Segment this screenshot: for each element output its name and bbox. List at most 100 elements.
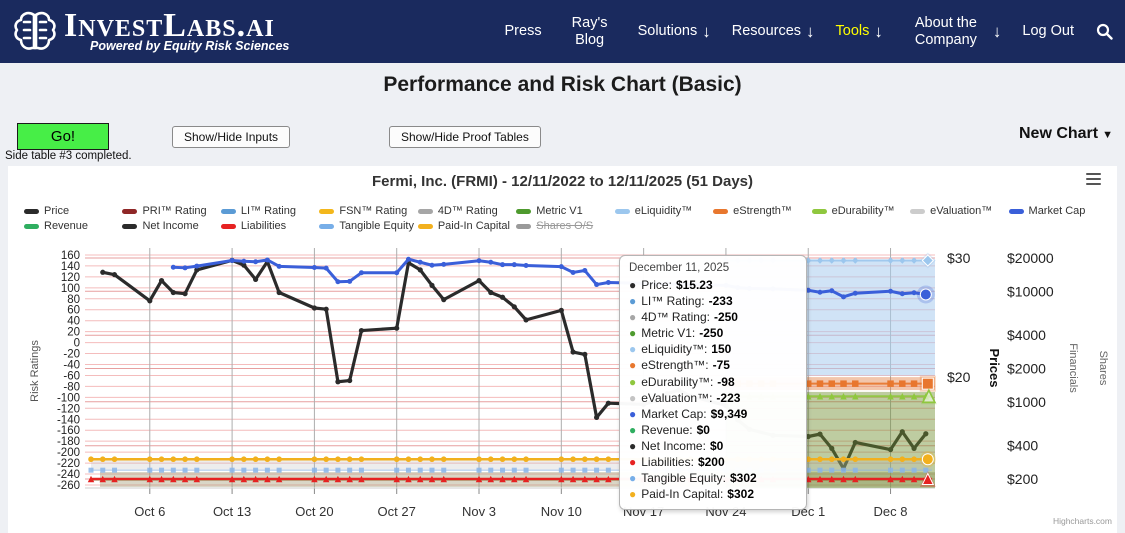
legend-item-liabilities[interactable]: Liabilities [220, 220, 319, 232]
nav-item-log-out[interactable]: Log Out [1022, 23, 1074, 40]
legend-label: Net Income [142, 220, 199, 232]
chart-tooltip: December 11, 2025 ● Price: $15.23 ● LI™ Rati… [619, 255, 807, 511]
legend-item-paid-in-capital[interactable]: Paid-In Capital [417, 220, 516, 232]
legend-marker-icon [910, 208, 926, 214]
series-bullet-icon: ● [629, 438, 637, 453]
legend-item-pri-rating[interactable]: PRI™ Rating [122, 205, 220, 217]
tooltip-row-market-cap: ● Market Cap: $9,349 [629, 406, 797, 422]
series-bullet-icon: ● [629, 326, 637, 341]
svg-text:$20000: $20000 [1007, 250, 1054, 266]
svg-text:-140: -140 [57, 414, 80, 426]
svg-text:$1000: $1000 [1007, 394, 1046, 410]
dropdown-arrow-icon: ↓ [992, 21, 1002, 41]
tooltip-rows: ● Price: $15.23 ● LI™ Rating: -233 ● 4D™ Rating… [629, 277, 797, 502]
tooltip-row-value: -223 [716, 390, 741, 405]
legend-label: PRI™ Rating [142, 205, 207, 217]
legend-label: LI™ Rating [240, 205, 296, 217]
chart-menu-button[interactable] [1086, 173, 1101, 185]
legend-item-tangible-equity[interactable]: Tangible Equity [319, 220, 417, 232]
legend-item-revenue[interactable]: Revenue [24, 220, 122, 232]
tooltip-row-liabilities: ● Liabilities: $200 [629, 454, 797, 470]
svg-text:-180: -180 [57, 436, 80, 448]
svg-text:$2000: $2000 [1007, 360, 1046, 376]
page-title: Performance and Risk Chart (Basic) [383, 73, 742, 96]
tooltip-row-label: eDurability™: [641, 374, 714, 389]
nav-item-resources[interactable]: Resources ↓ [732, 22, 815, 42]
legend-label: eStrength™ [733, 205, 792, 217]
svg-text:-220: -220 [57, 458, 80, 470]
tooltip-row-label: eValuation™: [641, 390, 713, 405]
series-bullet-icon: ● [629, 374, 637, 389]
tooltip-row-value: $302 [729, 471, 757, 486]
series-bullet-icon: ● [629, 310, 637, 325]
tooltip-row-value: $0 [709, 438, 724, 453]
status-message: Side table #3 completed. [5, 150, 132, 162]
legend-item-evaluation-[interactable]: eValuation™ [910, 205, 1008, 217]
go-button[interactable]: Go! [17, 123, 109, 150]
legend-label: Paid-In Capital [437, 220, 510, 232]
tooltip-row-label: Tangible Equity: [641, 471, 726, 486]
svg-text:-120: -120 [57, 403, 80, 415]
tooltip-row-label: eStrength™: [641, 358, 709, 373]
chart-plot[interactable]: Oct 6 Oct 13 Oct 20 Oct 27 Nov 3 Nov 10 Nov 17… [8, 240, 1117, 533]
legend-label: Metric V1 [536, 205, 583, 217]
show-hide-inputs-button[interactable]: Show/Hide Inputs [172, 126, 291, 148]
search-button[interactable] [1096, 23, 1113, 40]
svg-text:100: 100 [61, 283, 80, 295]
legend-marker-icon [122, 208, 138, 214]
legend-marker-icon [713, 208, 729, 214]
legend-label: eValuation™ [930, 205, 993, 217]
legend-label: Liabilities [240, 220, 287, 232]
nav-item-press[interactable]: Press [505, 23, 542, 40]
legend-item-li-rating[interactable]: LI™ Rating [220, 205, 319, 217]
legend-marker-icon [516, 223, 532, 229]
tooltip-row-label: Revenue: [641, 422, 693, 437]
dropdown-arrow-icon: ↓ [702, 21, 711, 41]
legend-item-price[interactable]: Price [24, 205, 122, 217]
legend-item-edurability-[interactable]: eDurability™ [811, 205, 910, 217]
svg-text:Prices: Prices [987, 348, 1002, 387]
legend-item-estrength-[interactable]: eStrength™ [713, 205, 811, 217]
series-bullet-icon: ● [629, 278, 637, 292]
show-hide-proof-tables-button[interactable]: Show/Hide Proof Tables [389, 126, 541, 148]
legend-item-market-cap[interactable]: Market Cap [1008, 205, 1107, 217]
nav-item-solutions[interactable]: Solutions ↓ [638, 22, 711, 42]
series-bullet-icon: ● [629, 358, 637, 373]
legend-item-net-income[interactable]: Net Income [122, 220, 220, 232]
tooltip-row-value: $0 [696, 422, 710, 437]
legend-label: eDurability™ [831, 205, 895, 217]
legend-item-shares-o-s[interactable]: Shares O/S [516, 220, 614, 232]
chart-legend: Price PRI™ Rating LI™ Rating FSN™ Rating 4D™… [24, 205, 1107, 232]
nav-item-about-the-company[interactable]: About the Company ↓ [904, 15, 1002, 48]
svg-text:60: 60 [67, 305, 80, 317]
svg-text:20: 20 [67, 327, 80, 339]
tooltip-row-evaluation-: ● eValuation™: -223 [629, 390, 797, 406]
svg-text:-40: -40 [63, 360, 80, 372]
legend-item-fsn-rating[interactable]: FSN™ Rating [319, 205, 417, 217]
tooltip-row-label: Price: [641, 278, 672, 292]
legend-item-eliquidity-[interactable]: eLiquidity™ [614, 205, 713, 217]
nav-item-tools[interactable]: Tools ↓ [836, 22, 883, 42]
svg-text:$200: $200 [1007, 471, 1038, 487]
nav-item-ray-s-blog[interactable]: Ray's Blog [563, 15, 617, 48]
tooltip-row-label: Metric V1: [641, 326, 696, 341]
tooltip-row-value: $15.23 [675, 278, 713, 292]
tooltip-row-revenue: ● Revenue: $0 [629, 422, 797, 438]
new-chart-label: New Chart [1018, 125, 1099, 142]
tooltip-row-label: LI™ Rating: [641, 294, 705, 309]
series-bullet-icon: ● [629, 487, 637, 502]
legend-marker-icon [24, 208, 39, 214]
legend-item-metric-v1[interactable]: Metric V1 [516, 205, 614, 217]
legend-item-4d-rating[interactable]: 4D™ Rating [417, 205, 516, 217]
series-bullet-icon: ● [629, 342, 637, 357]
svg-text:Dec 8: Dec 8 [874, 504, 908, 519]
axis-labels: Oct 6 Oct 13 Oct 20 Oct 27 Nov 3 Nov 10 Nov 17… [29, 250, 1112, 526]
svg-text:-20: -20 [63, 349, 80, 361]
tooltip-row-label: Market Cap: [641, 406, 707, 421]
burger-bar [1086, 182, 1101, 185]
series-bullet-icon: ● [629, 390, 637, 405]
new-chart-dropdown[interactable]: New Chart ▼ [1019, 125, 1113, 143]
svg-text:-80: -80 [63, 381, 80, 393]
investlabs-logo[interactable]: InvestLabs.ai Powered by Equity Risk Sci… [12, 8, 289, 56]
